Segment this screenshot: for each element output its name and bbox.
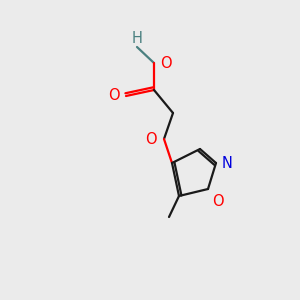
Text: H: H [132, 31, 142, 46]
Text: O: O [108, 88, 120, 104]
Text: N: N [222, 155, 233, 170]
Text: O: O [146, 131, 157, 146]
Text: O: O [212, 194, 224, 209]
Text: O: O [160, 56, 172, 70]
